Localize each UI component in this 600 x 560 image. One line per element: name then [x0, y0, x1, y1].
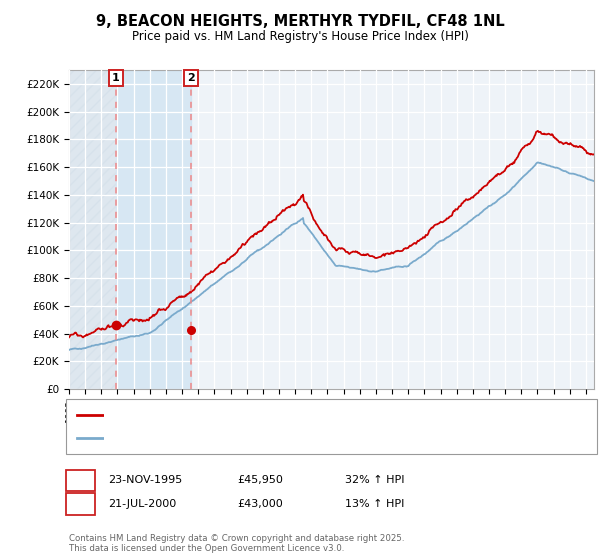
Bar [69, 70, 116, 389]
Text: Price paid vs. HM Land Registry's House Price Index (HPI): Price paid vs. HM Land Registry's House … [131, 30, 469, 43]
Text: 13% ↑ HPI: 13% ↑ HPI [345, 499, 404, 509]
Bar [116, 70, 191, 389]
Text: 1: 1 [76, 474, 85, 487]
Text: 9, BEACON HEIGHTS, MERTHYR TYDFIL, CF48 1NL (semi-detached house): 9, BEACON HEIGHTS, MERTHYR TYDFIL, CF48 … [108, 410, 473, 421]
Text: HPI: Average price, semi-detached house, Merthyr Tydfil: HPI: Average price, semi-detached house,… [108, 433, 388, 444]
Text: 2: 2 [76, 497, 85, 511]
Text: 9, BEACON HEIGHTS, MERTHYR TYDFIL, CF48 1NL: 9, BEACON HEIGHTS, MERTHYR TYDFIL, CF48 … [95, 14, 505, 29]
Text: 1: 1 [112, 73, 120, 83]
Text: Contains HM Land Registry data © Crown copyright and database right 2025.
This d: Contains HM Land Registry data © Crown c… [69, 534, 404, 553]
Text: £43,000: £43,000 [237, 499, 283, 509]
Text: £45,950: £45,950 [237, 475, 283, 486]
Text: 21-JUL-2000: 21-JUL-2000 [108, 499, 176, 509]
Text: 23-NOV-1995: 23-NOV-1995 [108, 475, 182, 486]
Text: 2: 2 [187, 73, 195, 83]
Text: 32% ↑ HPI: 32% ↑ HPI [345, 475, 404, 486]
